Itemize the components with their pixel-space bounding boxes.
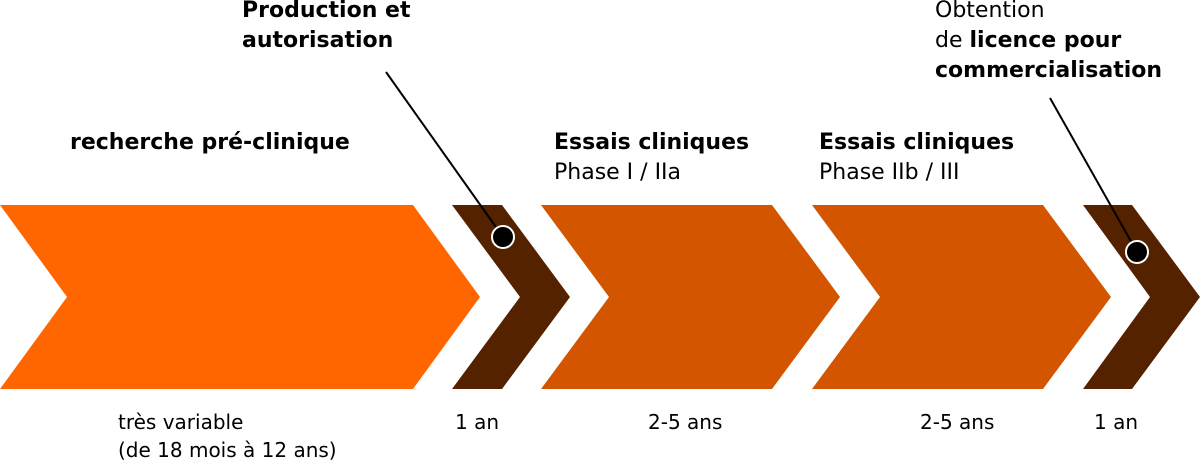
licence-duration: 1 an: [1094, 410, 1139, 434]
phase-1-duration: 2-5 ans: [648, 410, 723, 434]
preclinical-label: recherche pré-clinique: [70, 130, 350, 155]
preclinical-duration-line1: très variable: [118, 410, 244, 434]
licence-label-line2: de licence pour: [935, 26, 1162, 56]
licence-label-line2-normal: de: [935, 28, 970, 53]
licence-label-line2-bold: licence pour: [969, 28, 1122, 53]
phase-1-label: Essais cliniques Phase I / IIa: [554, 128, 749, 188]
production-label: Production et autorisation: [242, 0, 410, 56]
preclinical-arrow: [0, 205, 480, 389]
phase-1-subtitle: Phase I / IIa: [554, 160, 682, 185]
phase-1-arrow: [541, 205, 840, 389]
phase-1-title: Essais cliniques: [554, 130, 750, 155]
licence-label: Obtention de licence pour commercialisat…: [935, 0, 1162, 86]
phase-2-label: Essais cliniques Phase IIb / III: [819, 128, 1014, 188]
production-pointer-line: [385, 71, 504, 238]
production-marker-dot: [491, 225, 515, 249]
licence-pointer-line: [1049, 97, 1138, 253]
production-label-line1: Production et: [242, 0, 411, 23]
phase-2-duration: 2-5 ans: [920, 410, 995, 434]
licence-label-line3: commercialisation: [935, 58, 1163, 83]
phase-2-arrow: [812, 205, 1111, 389]
production-label-line2: autorisation: [242, 28, 394, 53]
preclinical-duration: très variable (de 18 mois à 12 ans): [118, 408, 337, 464]
licence-marker-dot: [1125, 240, 1149, 264]
preclinical-duration-line2: (de 18 mois à 12 ans): [118, 438, 337, 462]
phase-2-title: Essais cliniques: [819, 130, 1015, 155]
production-duration: 1 an: [455, 410, 500, 434]
licence-label-line1: Obtention: [935, 0, 1045, 23]
phase-2-subtitle: Phase IIb / III: [819, 160, 960, 185]
